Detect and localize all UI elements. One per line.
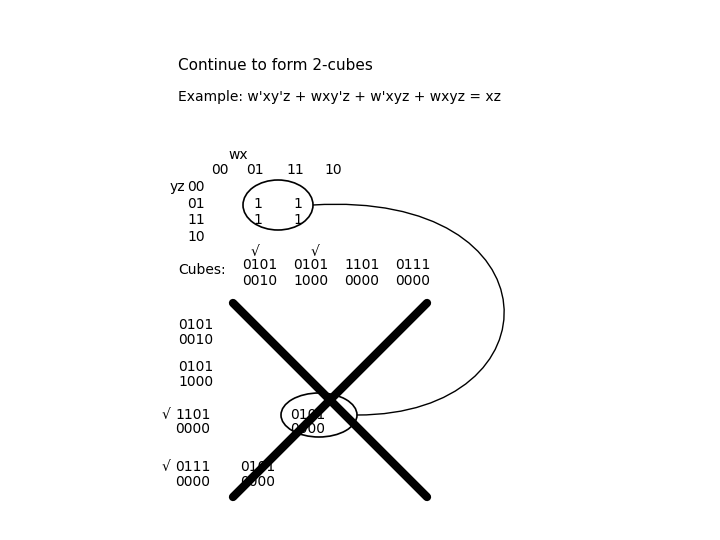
Text: 00: 00 (187, 180, 204, 194)
Text: 01: 01 (246, 163, 264, 177)
Text: 11: 11 (286, 163, 304, 177)
Text: 1: 1 (253, 197, 262, 211)
Text: 0111: 0111 (175, 460, 210, 474)
Text: √: √ (310, 245, 320, 259)
Text: Continue to form 2-cubes: Continue to form 2-cubes (178, 58, 373, 73)
Text: Example: w'xy'z + wxy'z + w'xyz + wxyz = xz: Example: w'xy'z + wxy'z + w'xyz + wxyz =… (178, 90, 501, 104)
Text: 1: 1 (253, 213, 262, 227)
Text: 01: 01 (187, 197, 204, 211)
Text: 10: 10 (187, 230, 204, 244)
Text: √: √ (161, 408, 170, 422)
Text: 0101: 0101 (242, 258, 277, 272)
Text: 1101: 1101 (175, 408, 210, 422)
Text: 1101: 1101 (344, 258, 379, 272)
Text: 1: 1 (294, 213, 302, 227)
Text: wx: wx (228, 148, 248, 162)
Text: 00: 00 (211, 163, 229, 177)
Text: √: √ (161, 460, 170, 474)
Text: 0000: 0000 (290, 422, 325, 436)
Text: 0010: 0010 (178, 333, 213, 347)
Text: 0000: 0000 (175, 475, 210, 489)
Text: 0000: 0000 (395, 274, 430, 288)
Text: 0010: 0010 (242, 274, 277, 288)
Text: 0000: 0000 (175, 422, 210, 436)
Text: 0101: 0101 (178, 318, 213, 332)
Text: 11: 11 (187, 213, 205, 227)
Text: 0101: 0101 (240, 460, 275, 474)
Text: 0000: 0000 (240, 475, 275, 489)
Text: 0111: 0111 (395, 258, 431, 272)
Text: 0101: 0101 (293, 258, 328, 272)
Text: 1: 1 (294, 197, 302, 211)
Text: yz: yz (170, 180, 186, 194)
Text: √: √ (251, 245, 259, 259)
Text: 0101: 0101 (290, 408, 325, 422)
Text: Cubes:: Cubes: (178, 263, 225, 277)
Text: 0101: 0101 (178, 360, 213, 374)
Text: 1000: 1000 (293, 274, 328, 288)
Text: 0000: 0000 (344, 274, 379, 288)
Text: 10: 10 (324, 163, 342, 177)
Text: 1000: 1000 (178, 375, 213, 389)
